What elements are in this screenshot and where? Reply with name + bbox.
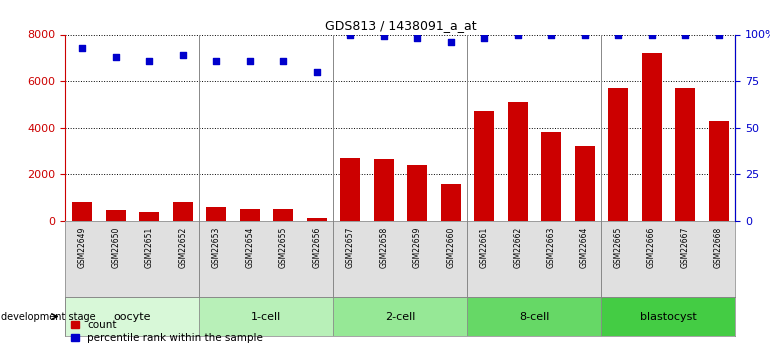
Legend: count, percentile rank within the sample: count, percentile rank within the sample xyxy=(71,320,263,343)
Text: GSM22652: GSM22652 xyxy=(178,227,187,268)
Title: GDS813 / 1438091_a_at: GDS813 / 1438091_a_at xyxy=(325,19,476,32)
Text: development stage: development stage xyxy=(1,312,95,322)
Bar xyxy=(206,207,226,221)
Bar xyxy=(65,297,199,336)
Bar xyxy=(333,297,467,336)
Text: 2-cell: 2-cell xyxy=(385,312,416,322)
Text: GSM22653: GSM22653 xyxy=(212,227,221,268)
Text: oocyte: oocyte xyxy=(114,312,151,322)
Point xyxy=(76,45,89,50)
Point xyxy=(344,32,357,37)
Point xyxy=(612,32,624,37)
Text: blastocyst: blastocyst xyxy=(640,312,697,322)
Point xyxy=(679,32,691,37)
Bar xyxy=(340,158,360,221)
Text: GSM22662: GSM22662 xyxy=(513,227,522,268)
Point xyxy=(176,52,189,58)
Text: GSM22663: GSM22663 xyxy=(547,227,556,268)
Bar xyxy=(407,165,427,221)
Bar xyxy=(708,121,728,221)
Point xyxy=(578,32,591,37)
Bar xyxy=(172,202,192,221)
Bar xyxy=(601,297,735,336)
Bar xyxy=(507,102,527,221)
Point xyxy=(645,32,658,37)
Bar xyxy=(641,53,661,221)
Text: GSM22661: GSM22661 xyxy=(480,227,489,268)
Point xyxy=(243,58,256,63)
Bar xyxy=(199,297,333,336)
Bar xyxy=(574,146,594,221)
Point xyxy=(511,32,524,37)
Text: GSM22660: GSM22660 xyxy=(446,227,455,268)
Point xyxy=(109,54,122,60)
Text: GSM22658: GSM22658 xyxy=(379,227,388,268)
Bar xyxy=(675,88,695,221)
Bar xyxy=(273,209,293,221)
Point xyxy=(210,58,223,63)
Bar xyxy=(306,218,326,221)
Bar xyxy=(541,132,561,221)
Text: GSM22657: GSM22657 xyxy=(346,227,355,268)
Text: GSM22651: GSM22651 xyxy=(145,227,154,268)
Point xyxy=(411,36,424,41)
Text: GSM22649: GSM22649 xyxy=(78,227,87,268)
Text: GSM22659: GSM22659 xyxy=(413,227,422,268)
Bar xyxy=(105,210,126,221)
Point xyxy=(377,33,390,39)
Point xyxy=(545,32,557,37)
Text: GSM22665: GSM22665 xyxy=(614,227,623,268)
Point xyxy=(310,69,323,75)
Bar xyxy=(467,297,601,336)
Bar xyxy=(373,159,393,221)
Text: GSM22650: GSM22650 xyxy=(111,227,120,268)
Bar xyxy=(440,184,460,221)
Point xyxy=(277,58,290,63)
Text: GSM22664: GSM22664 xyxy=(580,227,589,268)
Point xyxy=(712,32,725,37)
Text: GSM22668: GSM22668 xyxy=(714,227,723,268)
Bar xyxy=(72,202,92,221)
Text: 1-cell: 1-cell xyxy=(251,312,282,322)
Text: GSM22656: GSM22656 xyxy=(312,227,321,268)
Text: GSM22666: GSM22666 xyxy=(647,227,656,268)
Text: GSM22655: GSM22655 xyxy=(279,227,288,268)
Text: 8-cell: 8-cell xyxy=(519,312,550,322)
Bar xyxy=(239,209,259,221)
Bar xyxy=(608,88,628,221)
Text: GSM22654: GSM22654 xyxy=(245,227,254,268)
Point xyxy=(444,39,457,45)
Bar xyxy=(139,212,159,221)
Point xyxy=(143,58,156,63)
Point xyxy=(478,36,490,41)
Bar xyxy=(474,111,494,221)
Text: GSM22667: GSM22667 xyxy=(681,227,690,268)
